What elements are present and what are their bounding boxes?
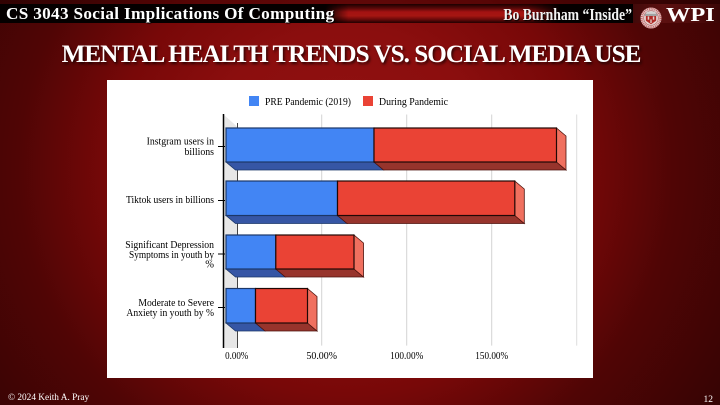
svg-text:During Pandemic: During Pandemic [379, 96, 448, 108]
svg-text:Symptoms in youth by: Symptoms in youth by [129, 250, 215, 261]
svg-text:billions: billions [185, 147, 215, 158]
svg-text:0.00%: 0.00% [225, 350, 248, 362]
svg-text:Anxiety in youth by %: Anxiety in youth by % [126, 308, 214, 319]
svg-text:Moderate to Severe: Moderate to Severe [138, 298, 214, 309]
svg-text:Instgram users in: Instgram users in [147, 137, 215, 148]
svg-text:150.00%: 150.00% [475, 350, 508, 362]
svg-text:100.00%: 100.00% [390, 350, 423, 362]
svg-text:Significant Depression: Significant Depression [125, 240, 214, 251]
svg-text:Tiktok users in billions: Tiktok users in billions [126, 195, 214, 206]
svg-text:%: % [205, 260, 214, 271]
svg-text:50.00%: 50.00% [306, 350, 337, 362]
svg-text:PRE Pandemic (2019): PRE Pandemic (2019) [265, 96, 351, 108]
